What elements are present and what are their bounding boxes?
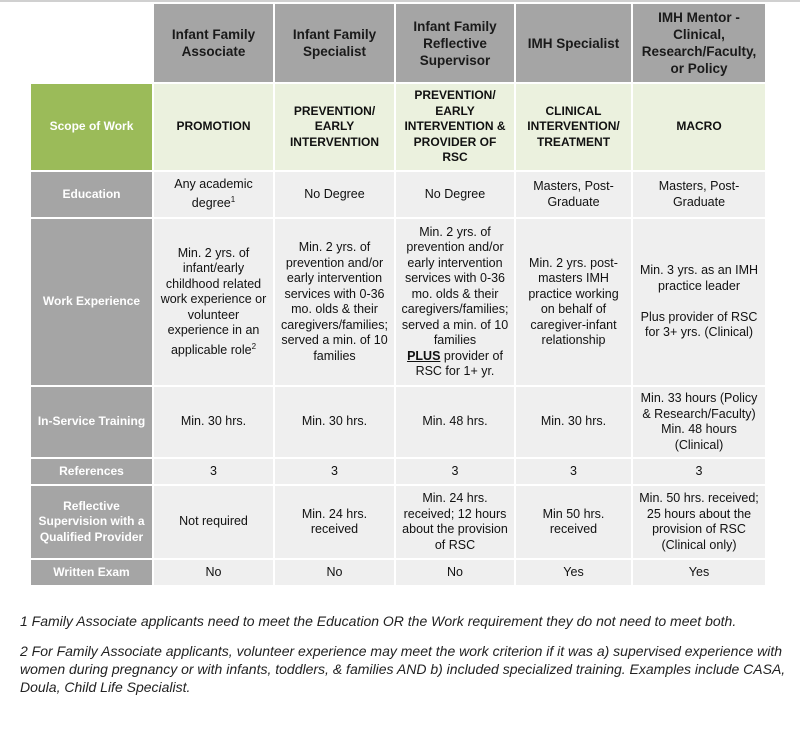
footnote-2: 2 For Family Associate applicants, volun… (20, 643, 786, 695)
plus-emphasis: PLUS (407, 348, 441, 363)
table-row-reflective-supervision: Reflective Supervision with a Qualified … (31, 486, 765, 558)
table-row-work-experience: Work Experience Min. 2 yrs. of infant/ea… (31, 219, 765, 385)
cell-text: Min. 2 yrs. of infant/early childhood re… (160, 245, 267, 357)
col-header-associate: Infant Family Associate (154, 4, 273, 82)
col-header-reflective-supervisor: Infant Family Reflective Supervisor (396, 4, 514, 82)
header-row: Infant Family Associate Infant Family Sp… (31, 4, 765, 82)
table-cell: No Degree (275, 172, 394, 217)
row-label: Education (31, 172, 152, 217)
table-cell: No (154, 560, 273, 585)
cell-text: provider of RSC for 1+ yr. (415, 348, 503, 379)
table-cell: Min 50 hrs. received (516, 486, 631, 558)
row-label: Work Experience (31, 219, 152, 385)
col-header-specialist: Infant Family Specialist (275, 4, 394, 82)
table-cell: 3 (516, 459, 631, 484)
col-header-imh-specialist: IMH Specialist (516, 4, 631, 82)
table-cell: Not required (154, 486, 273, 558)
cell-text: Min. 3 yrs. as an IMH practice leader (639, 263, 759, 293)
footnotes: 1 Family Associate applicants need to me… (20, 612, 790, 708)
cell-text: Min. 2 yrs. of prevention and/or early i… (401, 224, 509, 348)
table-cell: Min. 24 hrs. received; 12 hours about th… (396, 486, 514, 558)
table-cell: Min. 30 hrs. (154, 387, 273, 457)
row-label: References (31, 459, 152, 484)
table-row-education: Education Any academic degree1 No Degree… (31, 172, 765, 217)
table-cell: Min. 30 hrs. (275, 387, 394, 457)
table-cell: Min. 2 yrs. of prevention and/or early i… (275, 219, 394, 385)
cell-text: Plus provider of RSC for 3+ yrs. (Clinic… (640, 309, 758, 340)
table-cell: Any academic degree1 (154, 172, 273, 217)
table-cell: 3 (396, 459, 514, 484)
table-cell: No (396, 560, 514, 585)
table-cell: No Degree (396, 172, 514, 217)
table-cell: Yes (633, 560, 765, 585)
table-row-references: References 3 3 3 3 3 (31, 459, 765, 484)
corner-cell (31, 4, 152, 82)
table-cell: Min. 30 hrs. (516, 387, 631, 457)
table-cell: Yes (516, 560, 631, 585)
table-cell: Min. 24 hrs. received (275, 486, 394, 558)
table-cell: Min. 3 yrs. as an IMH practice leader Plu… (633, 219, 765, 385)
credential-comparison-table: Infant Family Associate Infant Family Sp… (29, 2, 767, 587)
table-cell: Min. 50 hrs. received; 25 hours about th… (633, 486, 765, 558)
table-cell: PROMOTION (154, 84, 273, 170)
footnote-ref: 1 (230, 195, 236, 205)
table-cell: No (275, 560, 394, 585)
table-cell: Masters, Post-Graduate (633, 172, 765, 217)
table-cell: PREVENTION/ EARLY INTERVENTION & PROVIDE… (396, 84, 514, 170)
top-border (0, 0, 800, 2)
table-row-scope: Scope of Work PROMOTION PREVENTION/ EARL… (31, 84, 765, 170)
table-cell: Min. 2 yrs. post-masters IMH practice wo… (516, 219, 631, 385)
table-cell: Min. 2 yrs. of prevention and/or early i… (396, 219, 514, 385)
table-cell: CLINICAL INTERVENTION/ TREATMENT (516, 84, 631, 170)
row-label: Reflective Supervision with a Qualified … (31, 486, 152, 558)
table-cell: PREVENTION/ EARLY INTERVENTION (275, 84, 394, 170)
table-row-written-exam: Written Exam No No No Yes Yes (31, 560, 765, 585)
footnote-ref: 2 (251, 341, 257, 351)
row-label: Written Exam (31, 560, 152, 585)
table-cell: Min. 48 hrs. (396, 387, 514, 457)
row-label: Scope of Work (31, 84, 152, 170)
table-row-in-service: In-Service Training Min. 30 hrs. Min. 30… (31, 387, 765, 457)
table-cell: Min. 33 hours (Policy & Research/Faculty… (633, 387, 765, 457)
row-label: In-Service Training (31, 387, 152, 457)
table-cell: Masters, Post-Graduate (516, 172, 631, 217)
table-cell: 3 (633, 459, 765, 484)
col-header-imh-mentor: IMH Mentor - Clinical, Research/Faculty,… (633, 4, 765, 82)
table-cell: 3 (275, 459, 394, 484)
table-cell: MACRO (633, 84, 765, 170)
table-cell: Min. 2 yrs. of infant/early childhood re… (154, 219, 273, 385)
cell-text: Any academic degree (174, 176, 253, 211)
footnote-1: 1 Family Associate applicants need to me… (20, 613, 737, 629)
table-cell: 3 (154, 459, 273, 484)
